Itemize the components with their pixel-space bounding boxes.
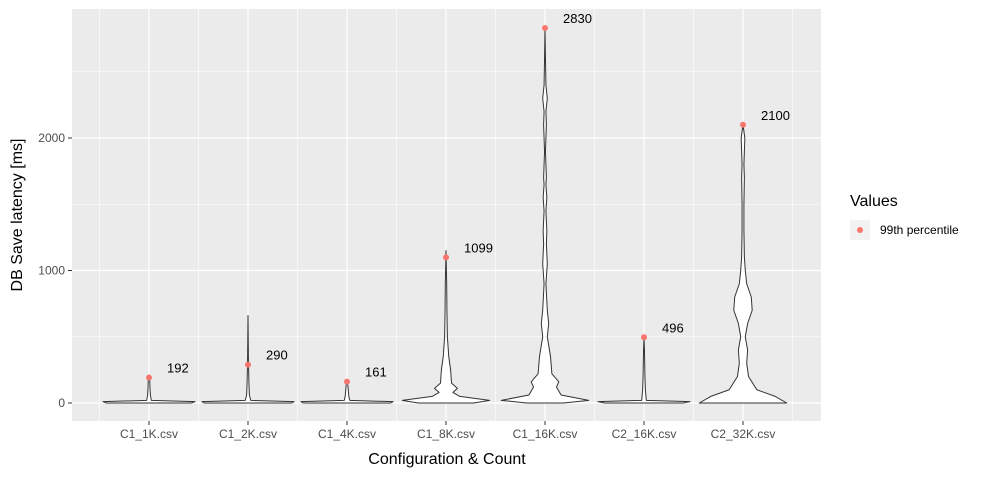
x-tick-label: C2_16K.csv	[612, 427, 677, 441]
percentile-point	[641, 334, 647, 341]
percentile-label: 192	[167, 361, 189, 376]
y-axis-title: DB Save latency [ms]	[9, 139, 26, 292]
percentile-annotations: 192 290 161 1099 2830 496 2100	[167, 11, 790, 380]
y-tick-label: 1000	[38, 264, 65, 278]
x-tick-label: C2_32K.csv	[711, 427, 776, 441]
x-tick-label: C1_1K.csv	[120, 427, 178, 441]
x-tick-label: C1_2K.csv	[219, 427, 277, 441]
violin-c2-32k-csv	[698, 124, 788, 404]
percentile-point	[344, 378, 350, 385]
legend-title: Values	[850, 193, 898, 210]
x-tick-label: C1_4K.csv	[318, 427, 376, 441]
percentile-label: 2830	[563, 11, 592, 26]
percentile-label: 2100	[761, 108, 790, 123]
percentile-point	[146, 374, 152, 381]
percentile-point	[443, 254, 449, 261]
x-axis: C1_1K.csv C1_2K.csv C1_4K.csv C1_8K.csv C1_1…	[120, 421, 775, 441]
percentile-point	[740, 121, 746, 128]
percentile-label: 496	[662, 320, 684, 335]
legend: Values 99th percentile	[850, 193, 959, 240]
y-tick-label: 2000	[38, 131, 65, 145]
legend-point	[857, 227, 863, 233]
violin-c1-16k-csv	[500, 27, 590, 404]
percentile-label: 290	[266, 348, 288, 363]
x-tick-label: C1_8K.csv	[417, 427, 475, 441]
percentile-label: 1099	[464, 240, 493, 255]
violins	[102, 27, 788, 404]
percentile-label: 161	[365, 365, 387, 380]
violin-c2-16k-csv	[597, 336, 691, 404]
y-tick-label: 0	[58, 396, 65, 410]
y-axis: 0 1000 2000	[38, 131, 72, 410]
percentile-point	[245, 361, 251, 368]
percentile-point	[542, 25, 548, 32]
violin-c1-2k-csv	[201, 315, 295, 404]
x-tick-label: C1_16K.csv	[513, 427, 578, 441]
violin-c1-8k-csv	[401, 250, 491, 404]
percentile-points	[146, 25, 746, 385]
legend-label: 99th percentile	[880, 223, 959, 237]
x-axis-title: Configuration & Count	[368, 451, 526, 468]
